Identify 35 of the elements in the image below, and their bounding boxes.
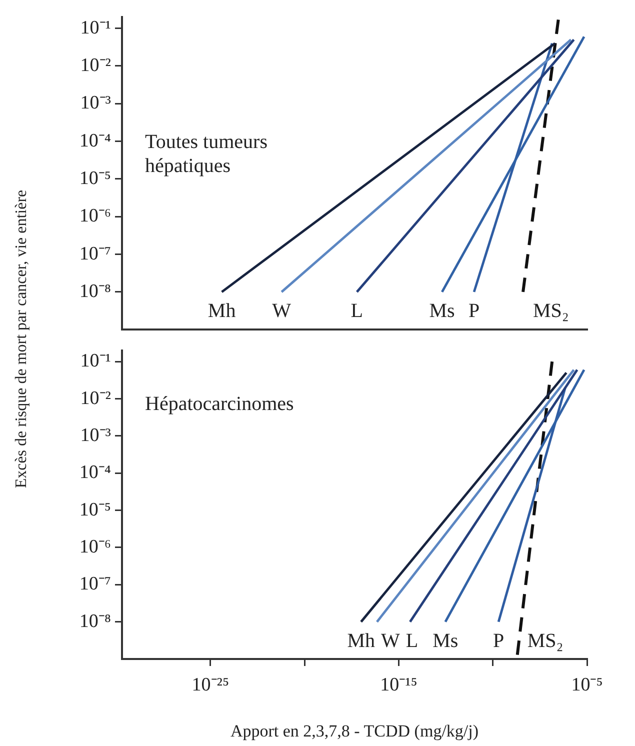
series-label: P bbox=[468, 300, 480, 322]
series-label: W bbox=[272, 300, 292, 322]
y-tick-label: 10⁻⁴ bbox=[79, 130, 112, 152]
y-tick-label: 10⁻⁸ bbox=[79, 280, 111, 302]
y-tick-label: 10⁻⁵ bbox=[79, 168, 111, 189]
y-tick-label: 10⁻³ bbox=[80, 424, 112, 446]
x-tick-label: 10⁻⁵ bbox=[571, 674, 603, 696]
series-label: Ms bbox=[429, 300, 456, 322]
annotation: Toutes tumeurs hépatiques bbox=[145, 130, 268, 178]
series-label: P bbox=[492, 630, 504, 652]
y-tick-label: 10⁻¹ bbox=[80, 17, 112, 38]
y-axis-title: Excès de risque de mort par cancer, vie entière bbox=[13, 188, 31, 490]
series-label: MS₂ bbox=[533, 300, 569, 322]
annotation: Hépatocarcinomes bbox=[145, 392, 295, 416]
series-label: Mh bbox=[347, 630, 375, 652]
series-label: Ms bbox=[432, 630, 458, 652]
x-tick-label: 10⁻²⁵ bbox=[192, 674, 230, 696]
y-tick-label: 10⁻⁵ bbox=[79, 499, 111, 520]
x-tick-label: 10⁻¹⁵ bbox=[380, 674, 418, 696]
y-tick-label: 10⁻⁸ bbox=[79, 610, 111, 632]
y-tick-label: 10⁻² bbox=[80, 388, 112, 409]
series-label: Mh bbox=[208, 300, 236, 322]
series-label: W bbox=[380, 630, 400, 652]
y-tick-label: 10⁻⁴ bbox=[79, 462, 112, 484]
y-tick-label: 10⁻⁶ bbox=[79, 536, 111, 558]
x-axis-title: Apport en 2,3,7,8 - TCDD (mg/kg/j) bbox=[230, 721, 479, 740]
series-label: L bbox=[350, 300, 364, 322]
series-label: MS₂ bbox=[527, 630, 564, 652]
y-tick-label: 10⁻⁷ bbox=[79, 243, 111, 264]
y-tick-label: 10⁻² bbox=[80, 54, 112, 76]
y-tick-label: 10⁻³ bbox=[80, 92, 112, 114]
y-tick-label: 10⁻¹ bbox=[80, 350, 112, 372]
y-tick-label: 10⁻⁶ bbox=[79, 206, 111, 227]
y-tick-label: 10⁻⁷ bbox=[79, 574, 111, 595]
series-label: L bbox=[406, 630, 418, 652]
